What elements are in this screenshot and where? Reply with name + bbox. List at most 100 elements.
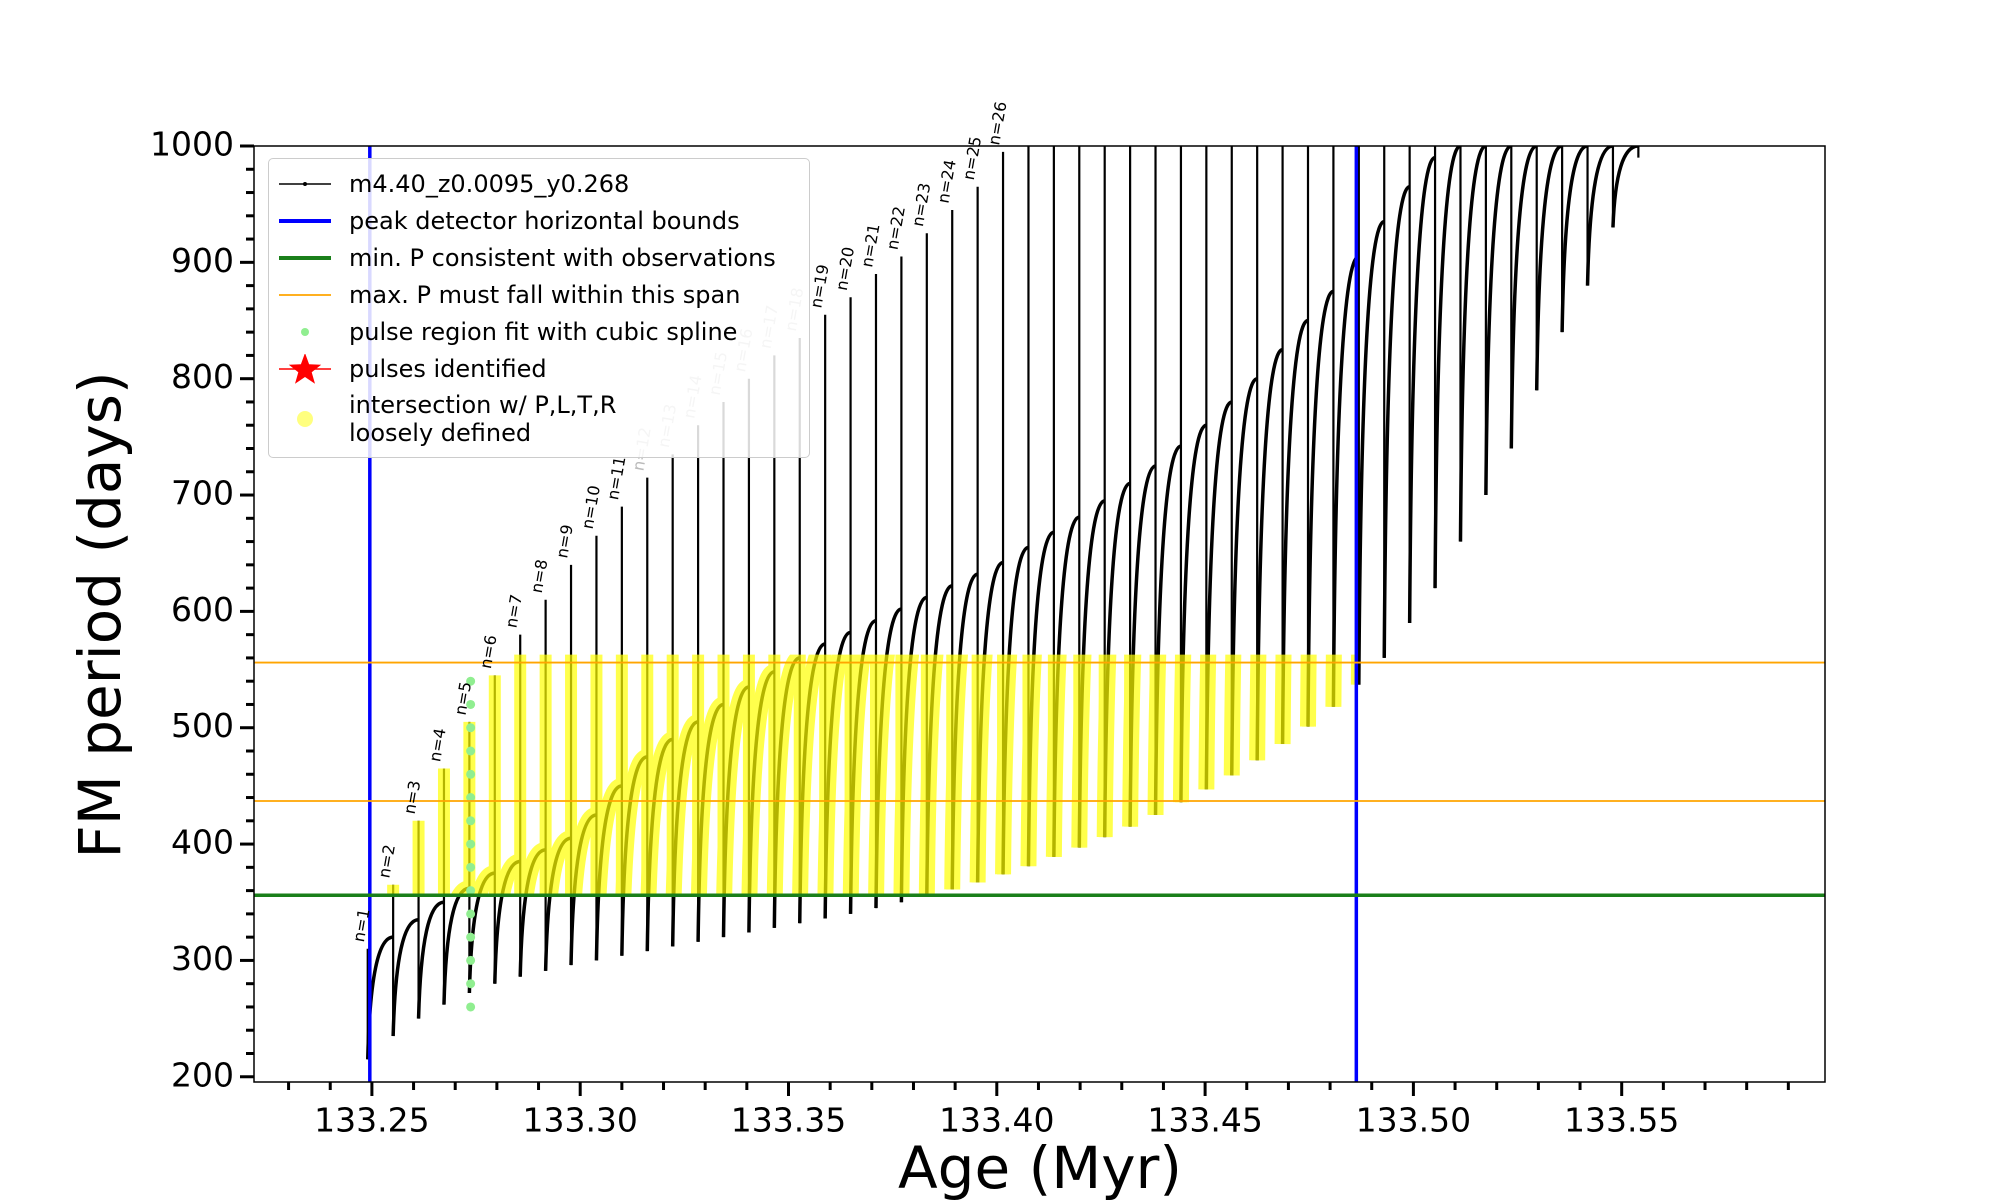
legend-swatch <box>279 218 331 223</box>
legend-entry: peak detector horizontal bounds <box>269 202 809 239</box>
pulse-arc <box>1585 146 1614 286</box>
pulse-label: n=6 <box>476 634 501 671</box>
y-tick-label: 1000 <box>150 125 234 164</box>
legend-entry: pulses identified <box>269 350 809 387</box>
spline-point <box>466 699 476 709</box>
pulse-label: n=8 <box>527 558 552 595</box>
pulse-arc <box>1611 146 1639 228</box>
legend-entry: pulse region fit with cubic spline <box>269 313 809 350</box>
pulse-label: n=9 <box>552 523 577 560</box>
spline-point <box>466 723 476 733</box>
intersection-arc <box>969 654 993 883</box>
spline-point <box>466 839 476 849</box>
x-tick-label: 133.45 <box>1147 1101 1262 1140</box>
intersection-arc <box>1096 654 1117 838</box>
x-tick-label: 133.25 <box>314 1101 429 1140</box>
pulse-arc <box>1407 155 1436 624</box>
intersection-arc <box>1122 654 1142 827</box>
pulse-arc <box>1560 146 1588 333</box>
spline-point <box>466 979 476 989</box>
pulse-arc <box>1357 219 1385 685</box>
intersection-arc <box>1172 654 1192 803</box>
pulse-arc <box>1433 146 1462 589</box>
y-tick-label: 400 <box>171 823 234 862</box>
pulse-arc <box>1382 184 1411 658</box>
pulse-arc <box>416 900 445 1019</box>
legend-label: pulses identified <box>349 354 547 383</box>
spline-point <box>466 769 476 779</box>
pulse-arc <box>1484 146 1512 496</box>
pulse-arc <box>391 917 419 1037</box>
pulse-label: n=4 <box>425 727 450 764</box>
legend-entry: min. P consistent with observations <box>269 239 809 276</box>
legend-label: peak detector horizontal bounds <box>349 206 740 235</box>
intersection-arc <box>1147 654 1167 816</box>
pulse-label: n=22 <box>883 205 909 252</box>
pulse-label: n=7 <box>501 593 526 630</box>
pulse-arc <box>1280 318 1309 745</box>
intersection-arc <box>995 654 1018 875</box>
intersection-arc <box>1223 654 1242 776</box>
x-axis-label: Age (Myr) <box>898 1134 1182 1200</box>
y-tick-label: 600 <box>171 590 234 629</box>
legend-swatch <box>301 327 309 336</box>
legend-label: pulse region fit with cubic spline <box>349 317 738 346</box>
legend-swatch <box>279 353 331 384</box>
pulse-label: n=23 <box>908 181 934 228</box>
intersection-arc <box>1045 654 1067 857</box>
pulse-label: n=26 <box>984 100 1010 147</box>
y-tick-label: 900 <box>171 241 234 280</box>
y-tick-label: 300 <box>171 939 234 978</box>
y-tick-label: 500 <box>171 706 234 745</box>
x-tick-label: 133.50 <box>1356 1101 1471 1140</box>
intersection-arc <box>1071 654 1092 848</box>
y-tick-label: 200 <box>171 1055 234 1094</box>
pulse-label: n=5 <box>451 680 476 717</box>
y-axis-label: FM period (days) <box>66 371 134 858</box>
legend-entry: max. P must fall within this span <box>269 276 809 313</box>
pulse-arc <box>1331 254 1360 707</box>
pulse-arc <box>1306 289 1335 727</box>
spline-point <box>466 886 476 896</box>
intersection-arc <box>868 654 895 896</box>
pulse-label: n=25 <box>959 135 985 182</box>
intersection-arc <box>1249 654 1267 761</box>
spline-point <box>466 932 476 942</box>
pulse-label: n=19 <box>806 263 832 310</box>
intersection-arc <box>842 654 872 896</box>
intersection-arc <box>1198 654 1217 790</box>
y-tick-label: 700 <box>171 474 234 513</box>
pulse-label: n=21 <box>857 222 883 269</box>
pulse-arc <box>1509 146 1538 449</box>
x-tick-label: 133.40 <box>939 1101 1054 1140</box>
legend-label: min. P consistent with observations <box>349 243 776 272</box>
spline-point <box>466 1002 476 1012</box>
spline-point <box>466 793 476 803</box>
pulse-label: n=20 <box>832 245 858 292</box>
intersection-arc <box>792 654 826 896</box>
legend-swatch <box>279 255 331 260</box>
legend-entry: m4.40_z0.0095_y0.268 <box>269 165 809 202</box>
intersection-arc <box>918 654 944 896</box>
legend-label: max. P must fall within this span <box>349 280 741 309</box>
plot-area <box>254 146 1825 1082</box>
y-tick-label: 800 <box>171 357 234 396</box>
legend-swatch <box>297 411 313 427</box>
pulse-arc <box>1458 146 1487 542</box>
pulse-label: n=24 <box>933 158 959 205</box>
legend-swatch <box>279 181 331 186</box>
pulse-arc <box>1534 146 1563 391</box>
legend-entry: intersection w/ P,L,T,R loosely defined <box>269 387 809 451</box>
pulse-label: n=10 <box>578 484 604 531</box>
spline-point <box>466 746 476 756</box>
legend-label: m4.40_z0.0095_y0.268 <box>349 169 630 198</box>
spline-point <box>466 909 476 919</box>
spline-point <box>466 955 476 965</box>
intersection-arc <box>944 654 969 890</box>
pulse-label: n=3 <box>400 779 425 816</box>
pulse-label: n=2 <box>374 843 399 880</box>
spline-point <box>466 676 476 686</box>
spline-point <box>466 816 476 826</box>
